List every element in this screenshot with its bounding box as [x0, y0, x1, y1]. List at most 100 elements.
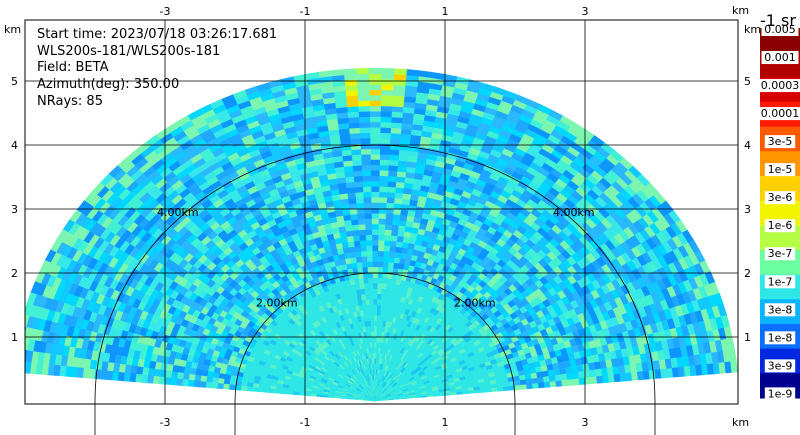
field-cell: [388, 148, 400, 156]
field-cell: [351, 159, 362, 167]
field-cell: [371, 234, 379, 241]
field-cell: [366, 255, 373, 262]
field-cell: [366, 250, 373, 257]
field-cell: [369, 304, 374, 311]
field-cell: [388, 154, 399, 161]
field-cell: [561, 379, 569, 387]
field-cell: [378, 202, 387, 209]
field-cell: [368, 293, 374, 300]
field-cell: [380, 78, 394, 86]
field-cell: [345, 95, 359, 102]
field-cell: [368, 89, 382, 96]
field-cell: [584, 376, 592, 385]
field-cell: [361, 175, 372, 182]
field-cell: [368, 78, 382, 85]
field-cell: [371, 255, 379, 262]
field-cell: [368, 298, 374, 305]
field-cell: [379, 143, 391, 150]
field-cell: [372, 309, 378, 316]
field-cell: [384, 223, 393, 231]
field-cell: [385, 202, 395, 209]
field-cell: [348, 121, 360, 129]
field-cell: [376, 304, 381, 311]
field-cell: [387, 175, 397, 183]
field-cell: [369, 153, 381, 160]
field-cell: [382, 266, 389, 274]
field-cell: [405, 69, 420, 77]
field-cell: [383, 234, 392, 241]
field-cell: [369, 132, 381, 139]
field-cell: [369, 127, 381, 133]
field-cell: [379, 137, 391, 145]
field-cell: [394, 192, 404, 199]
field-cell: [391, 95, 405, 102]
field-cell: [390, 127, 402, 134]
field-cell: [371, 218, 379, 225]
field-cell: [360, 159, 371, 166]
field-cell: [391, 224, 399, 231]
field-cell: [379, 309, 385, 316]
field-cell: [380, 94, 393, 102]
field-cell: [379, 164, 389, 171]
field-cell: [376, 282, 383, 289]
field-cell: [543, 381, 551, 388]
field-cell: [357, 100, 370, 107]
field-cell: [372, 298, 378, 305]
field-cell: [355, 73, 370, 80]
field-cell: [389, 137, 401, 145]
field-cell: [370, 169, 380, 176]
field-cell: [379, 132, 391, 139]
field-cell: [387, 164, 398, 172]
field-cell: [357, 105, 370, 112]
field-cell: [353, 175, 363, 183]
field-cell: [376, 277, 383, 284]
field-cell: [380, 288, 387, 295]
field-cell: [372, 277, 378, 284]
field-cell: [364, 218, 372, 225]
field-cell: [389, 240, 397, 247]
field-cell: [350, 148, 362, 156]
field-cell: [368, 287, 374, 295]
field-cell: [378, 212, 387, 220]
field-cell: [379, 121, 392, 128]
field-cell: [370, 180, 380, 187]
field-cell: [376, 298, 382, 305]
field-cell: [369, 143, 381, 150]
field-cell: [383, 239, 391, 247]
field-cell: [357, 94, 370, 102]
field-cell: [380, 105, 393, 112]
field-cell: [390, 116, 403, 124]
field-cell: [531, 382, 540, 389]
field-cell: [362, 185, 372, 193]
beta-field: [25, 67, 738, 402]
field-cell: [355, 256, 363, 263]
field-cell: [389, 143, 400, 151]
field-cell: [359, 239, 367, 247]
field-cell: [358, 121, 371, 128]
field-cell: [352, 234, 360, 242]
field-cell: [379, 153, 390, 161]
field-cell: [382, 255, 390, 263]
field-cell: [361, 164, 371, 171]
field-cell: [353, 245, 362, 253]
field-cell: [390, 229, 399, 237]
field-cell: [393, 256, 401, 264]
field-cell: [368, 68, 382, 74]
field-cell: [369, 148, 381, 155]
field-cell: [390, 234, 398, 242]
field-cell: [352, 164, 363, 172]
field-cell: [369, 121, 381, 128]
field-cell: [379, 148, 390, 155]
field-cell: [350, 143, 361, 151]
field-cell: [365, 245, 373, 252]
field-cell: [369, 105, 381, 112]
field-cell: [384, 218, 393, 225]
field-cell: [388, 245, 397, 253]
field-cell: [362, 180, 372, 187]
field-cell: [377, 223, 386, 230]
field-cell: [356, 89, 370, 96]
field-cell: [566, 378, 575, 386]
field-cell: [347, 111, 360, 118]
field-cell: [372, 293, 378, 300]
field-cell: [367, 277, 374, 284]
